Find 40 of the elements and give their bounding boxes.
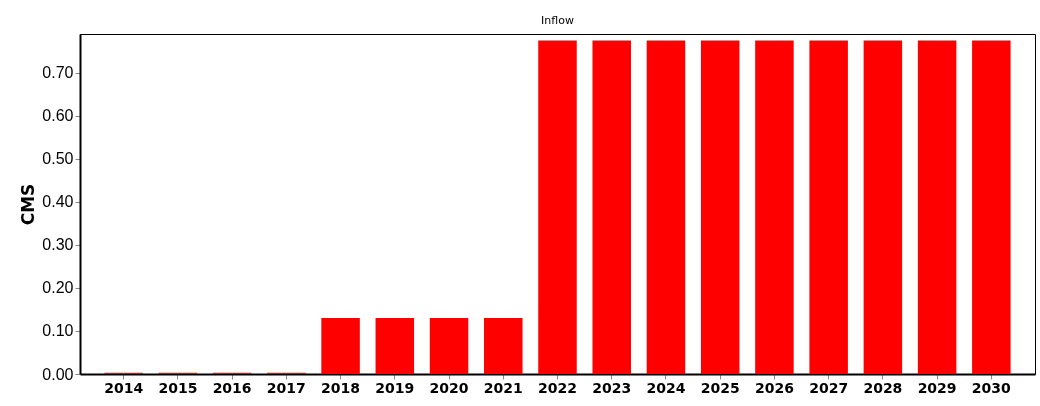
x-tick-label: 2026 xyxy=(754,379,794,396)
x-tick-label: 2030 xyxy=(971,379,1012,396)
x-tick-label: 2020 xyxy=(429,379,469,396)
bar xyxy=(484,318,523,374)
x-tick-label: 2016 xyxy=(212,379,252,396)
bar xyxy=(429,318,469,374)
x-tick-label: 2028 xyxy=(863,379,903,396)
x-tick-label: 2025 xyxy=(700,379,740,396)
bar xyxy=(863,40,903,374)
chart-title: Inflow xyxy=(541,14,574,27)
y-tick-label: 0.30 xyxy=(42,236,74,254)
bar xyxy=(646,40,686,374)
x-tick-label: 2015 xyxy=(158,379,198,396)
bar xyxy=(538,40,577,374)
y-axis-title: CMS xyxy=(18,183,39,226)
bar xyxy=(700,40,740,374)
x-tick-label: 2029 xyxy=(917,379,957,396)
bar xyxy=(809,40,848,374)
y-tick-label: 0.20 xyxy=(42,279,74,297)
x-tick-label: 2014 xyxy=(104,379,144,396)
x-tick-label: 2023 xyxy=(592,379,632,396)
x-tick-label: 2027 xyxy=(809,379,849,396)
bar xyxy=(972,40,1011,374)
x-tick-label: 2024 xyxy=(646,379,686,396)
y-tick-label: 0.60 xyxy=(42,107,74,125)
x-tick-label: 2018 xyxy=(321,379,361,396)
y-tick-label: 0.10 xyxy=(42,322,74,340)
x-tick-label: 2017 xyxy=(266,379,306,396)
bar xyxy=(755,40,794,374)
y-tick-label: 0.70 xyxy=(42,64,74,82)
x-tick-label: 2019 xyxy=(375,379,415,396)
bar xyxy=(321,318,360,374)
bar xyxy=(375,318,415,374)
y-tick-label: 0.50 xyxy=(42,150,74,168)
y-tick-label: 0.00 xyxy=(42,365,74,383)
bar xyxy=(592,40,631,374)
y-tick-label: 0.40 xyxy=(42,193,74,211)
x-tick-label: 2022 xyxy=(538,379,577,396)
x-tick-label: 2021 xyxy=(483,379,523,396)
bar xyxy=(917,40,957,374)
